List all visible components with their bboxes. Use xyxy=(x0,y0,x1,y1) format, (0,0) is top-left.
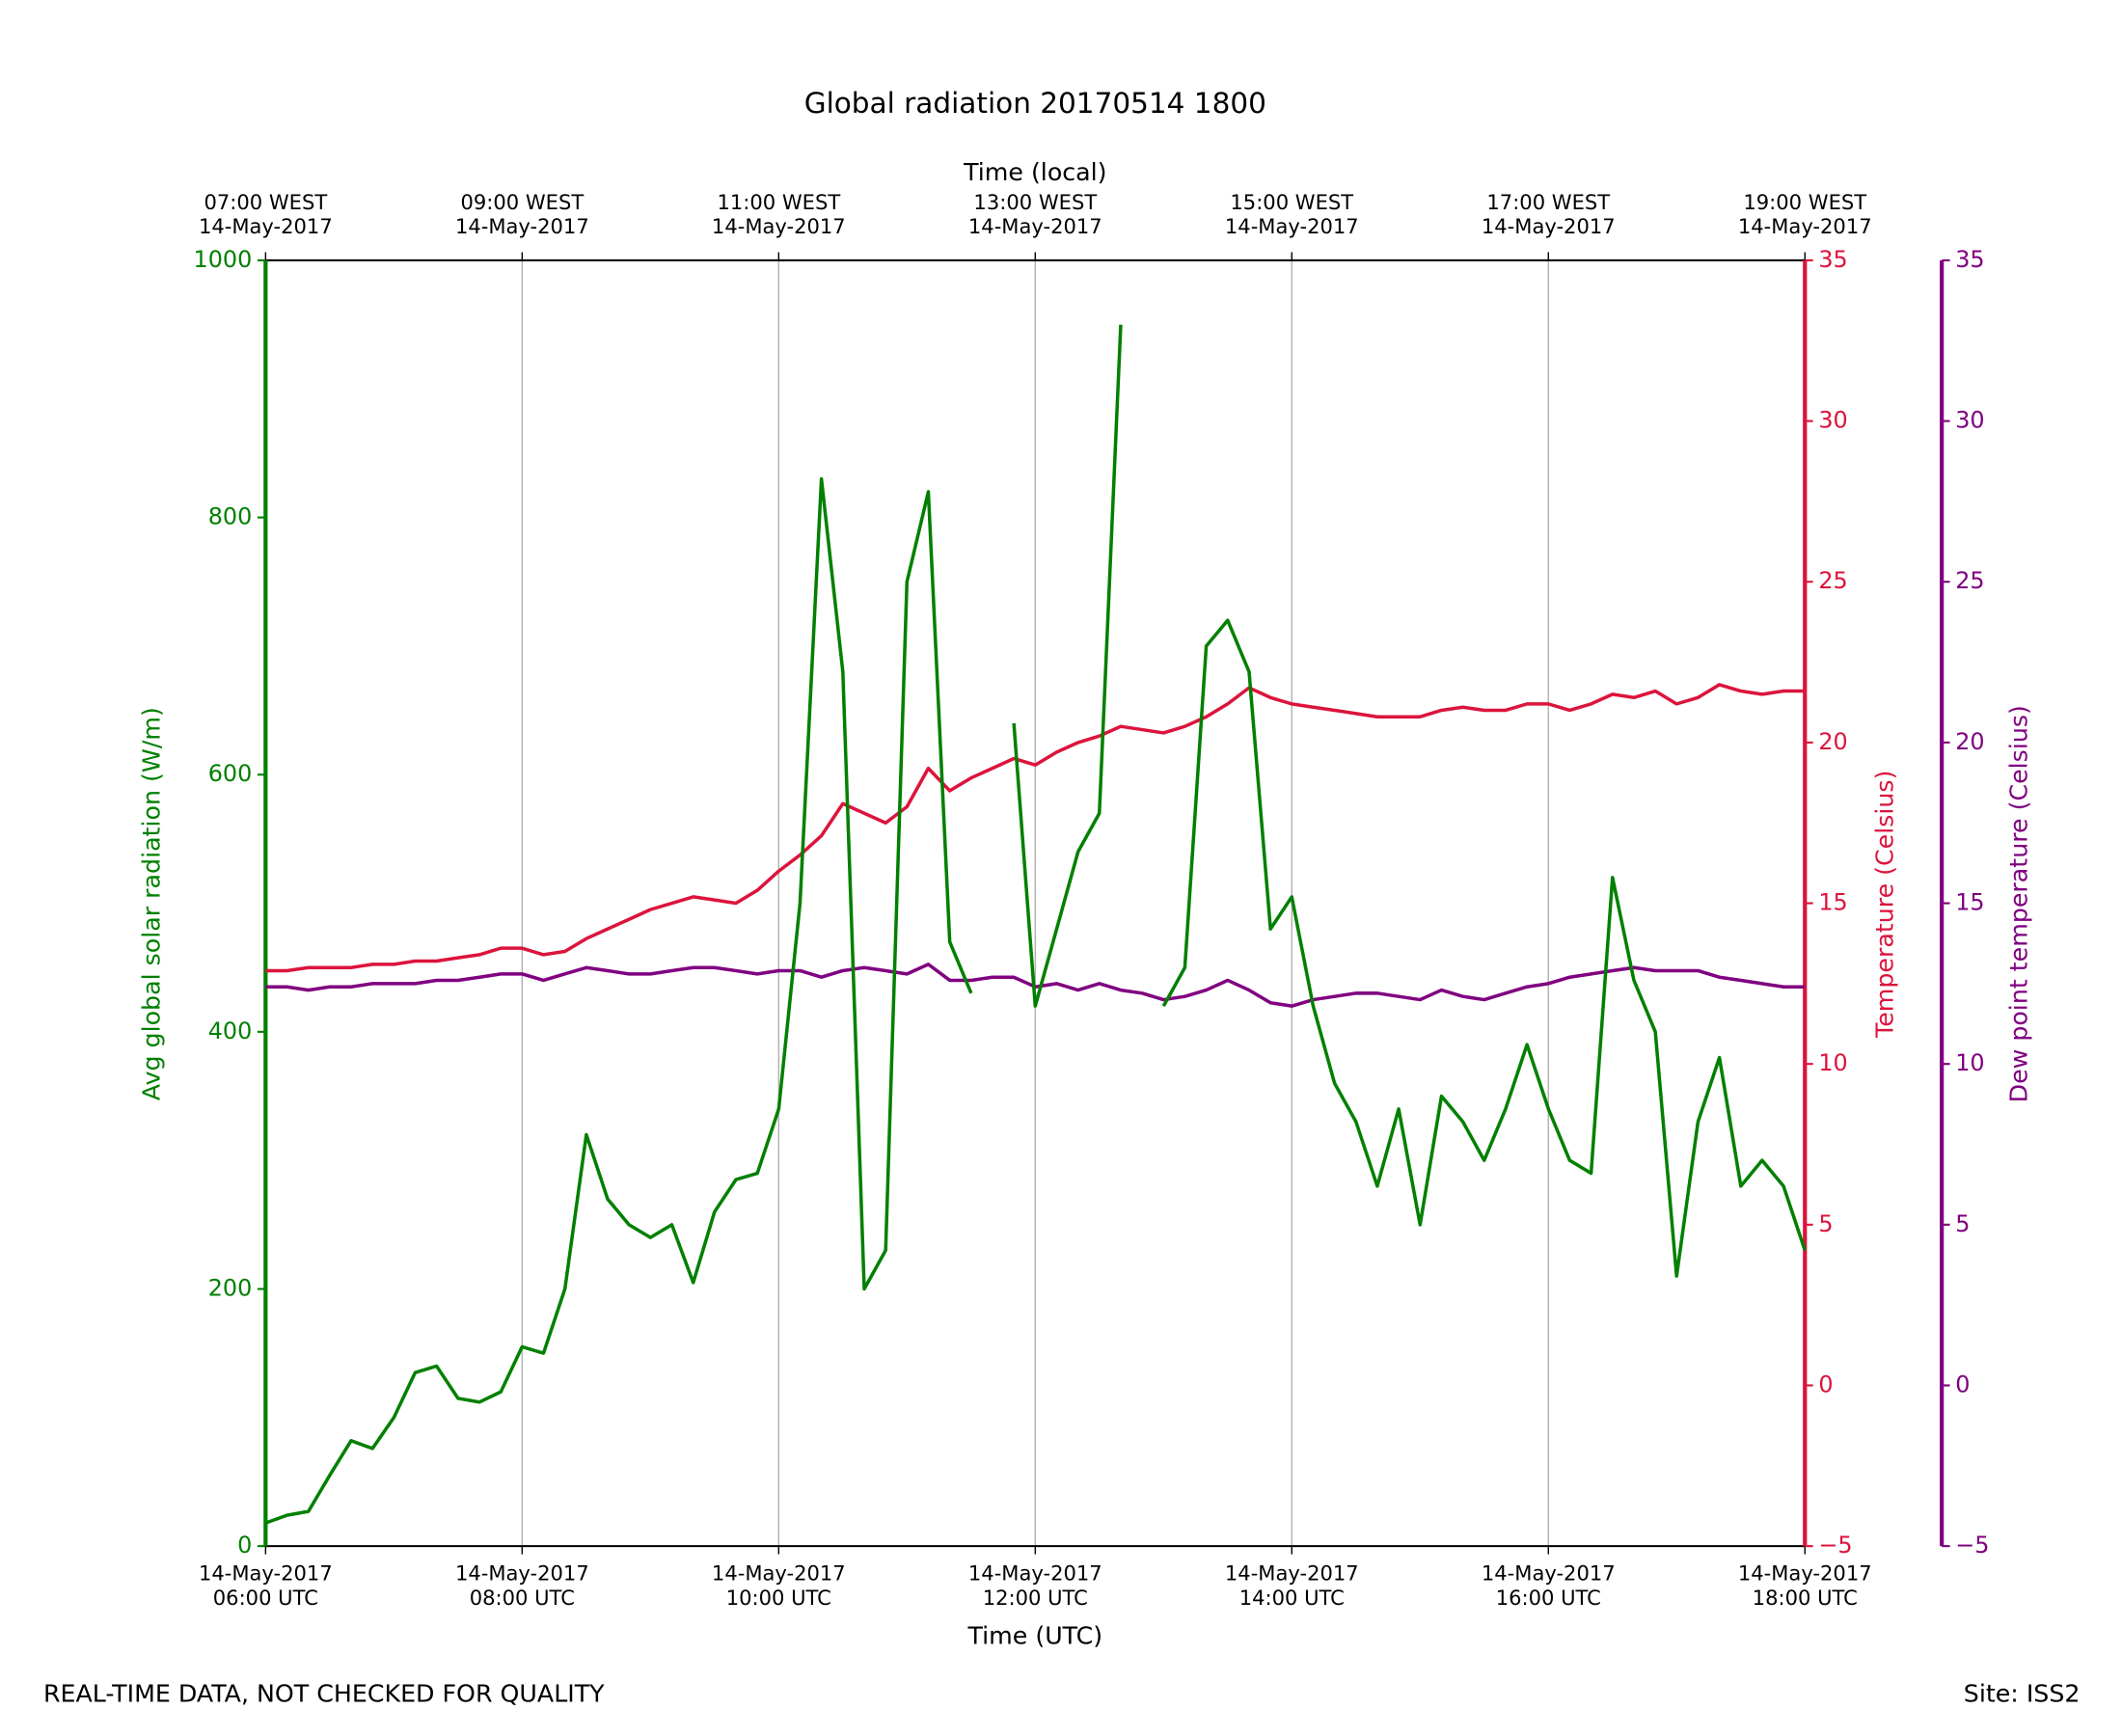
y2-tick-label: 5 xyxy=(1818,1210,1833,1237)
y3-axis-label: Dew point temperature (Celsius) xyxy=(2005,705,2033,1102)
y-tick-label: 600 xyxy=(208,760,253,787)
y3-tick-label: 35 xyxy=(1955,246,1984,273)
y2-tick-label: 0 xyxy=(1818,1370,1833,1397)
top-tick-label: 19:00 WEST 14-May-2017 xyxy=(1738,190,1872,238)
y2-axis-label: Temperature (Celsius) xyxy=(1871,771,1899,1039)
y3-tick-label: 20 xyxy=(1955,728,1984,755)
y3-tick-label: 30 xyxy=(1955,407,1984,434)
x-tick-label: 14-May-2017 12:00 UTC xyxy=(968,1561,1102,1610)
top-tick-label: 07:00 WEST 14-May-2017 xyxy=(199,190,333,238)
x-tick-label: 14-May-2017 08:00 UTC xyxy=(455,1561,589,1610)
top-tick-label: 11:00 WEST 14-May-2017 xyxy=(712,190,846,238)
footer-note: REAL-TIME DATA, NOT CHECKED FOR QUALITY xyxy=(43,1680,605,1708)
y2-tick-label: 20 xyxy=(1818,728,1847,755)
y2-tick-label: 10 xyxy=(1818,1049,1847,1076)
y2-tick-label: 25 xyxy=(1818,567,1847,594)
top-tick-label: 09:00 WEST 14-May-2017 xyxy=(455,190,589,238)
y3-tick-label: 0 xyxy=(1955,1370,1970,1397)
x-axis-label: Time (UTC) xyxy=(966,1621,1102,1649)
y3-tick-label: 15 xyxy=(1955,889,1984,916)
top-tick-label: 15:00 WEST 14-May-2017 xyxy=(1225,190,1359,238)
y2-tick-label: −5 xyxy=(1818,1532,1852,1559)
y-tick-label: 1000 xyxy=(194,246,253,273)
footer-site: Site: ISS2 xyxy=(1964,1680,2081,1708)
y-tick-label: 200 xyxy=(208,1274,253,1301)
top-axis-label: Time (local) xyxy=(963,158,1106,186)
y3-tick-label: 10 xyxy=(1955,1049,1984,1076)
x-tick-label: 14-May-2017 10:00 UTC xyxy=(712,1561,846,1610)
x-tick-label: 14-May-2017 16:00 UTC xyxy=(1482,1561,1616,1610)
top-tick-label: 17:00 WEST 14-May-2017 xyxy=(1482,190,1616,238)
y-tick-label: 400 xyxy=(208,1017,253,1044)
top-tick-label: 13:00 WEST 14-May-2017 xyxy=(968,190,1102,238)
x-tick-label: 14-May-2017 14:00 UTC xyxy=(1225,1561,1359,1610)
y2-tick-label: 35 xyxy=(1818,246,1847,273)
y-tick-label: 0 xyxy=(237,1532,252,1559)
x-tick-label: 14-May-2017 18:00 UTC xyxy=(1738,1561,1872,1610)
x-tick-label: 14-May-2017 06:00 UTC xyxy=(199,1561,333,1610)
y3-tick-label: −5 xyxy=(1955,1532,1989,1559)
series-line xyxy=(265,683,1806,973)
y-axis-label: Avg global solar radiation (W/m) xyxy=(138,707,166,1100)
chart-title: Global radiation 20170514 1800 xyxy=(804,87,1266,120)
y2-tick-label: 30 xyxy=(1818,407,1847,434)
y-tick-label: 800 xyxy=(208,503,253,530)
y3-tick-label: 5 xyxy=(1955,1210,1970,1237)
y2-tick-label: 15 xyxy=(1818,889,1847,916)
series-line xyxy=(264,324,1807,1525)
y3-tick-label: 25 xyxy=(1955,567,1984,594)
